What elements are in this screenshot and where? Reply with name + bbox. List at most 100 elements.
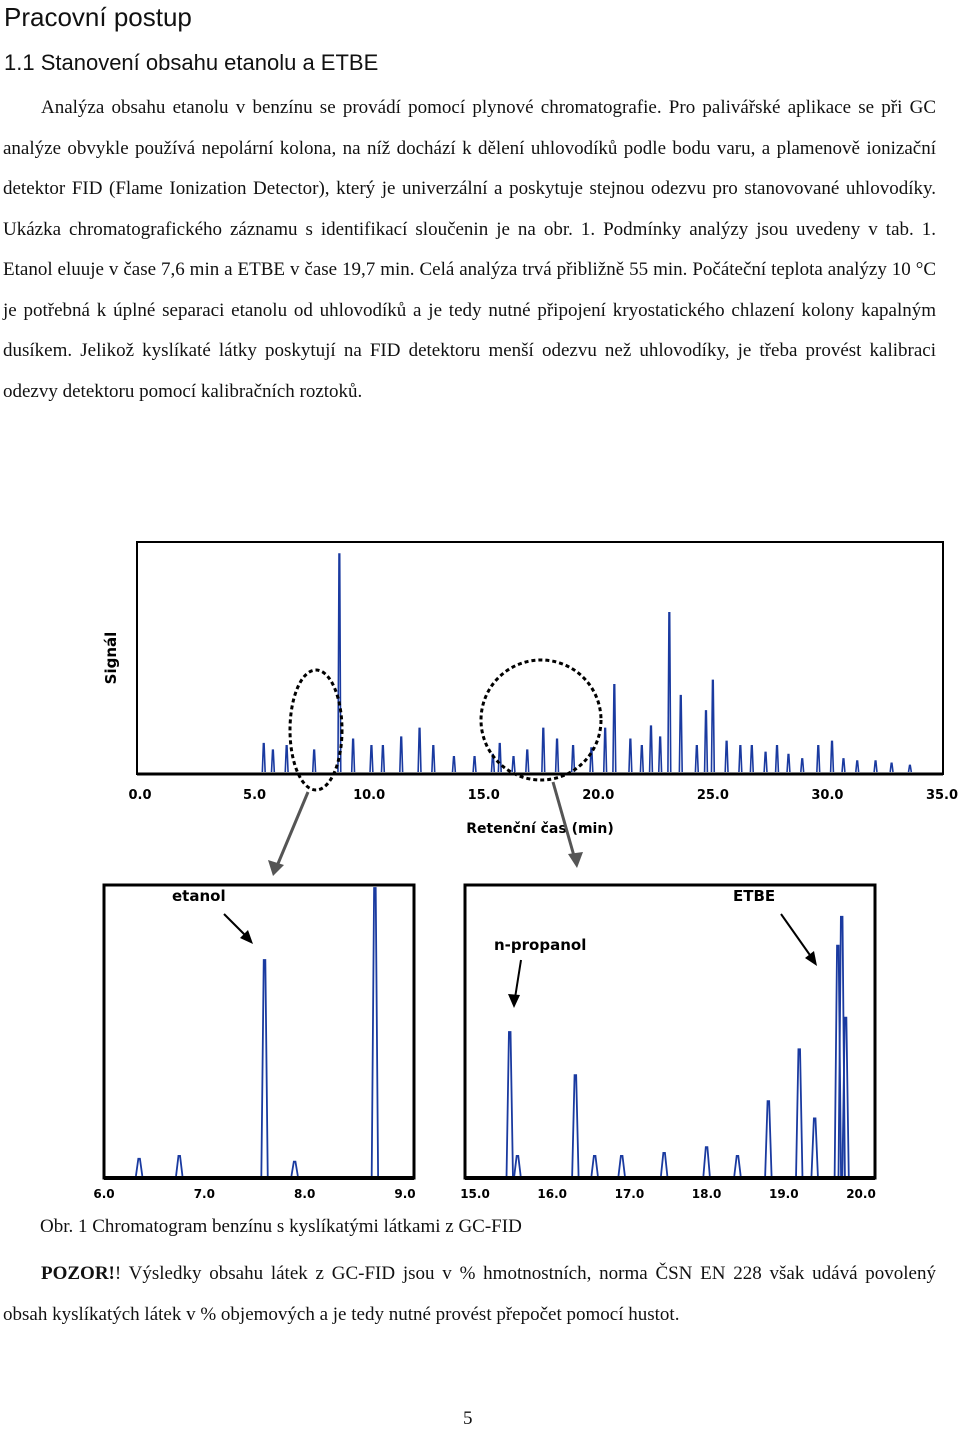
zoom-left-peaks bbox=[135, 887, 379, 1177]
ethanol-label: etanol bbox=[172, 887, 226, 905]
peak bbox=[417, 727, 422, 773]
section-heading: 1.1 Stanovení obsahu etanolu a ETBE bbox=[4, 50, 379, 75]
peak bbox=[525, 749, 530, 773]
peak bbox=[694, 745, 700, 773]
x-tick-label: 6.0 bbox=[93, 1187, 114, 1201]
peak bbox=[175, 1154, 184, 1177]
peak bbox=[602, 727, 608, 773]
peak bbox=[660, 1152, 669, 1177]
peak bbox=[738, 745, 743, 773]
x-tick-label: 0.0 bbox=[128, 788, 151, 803]
peak bbox=[678, 694, 683, 773]
x-tick-label: 7.0 bbox=[194, 1187, 215, 1201]
x-tick-label: 15.0 bbox=[460, 1187, 490, 1201]
ethanol-highlight-circle bbox=[288, 668, 344, 792]
peak bbox=[399, 736, 404, 773]
x-tick-label: 9.0 bbox=[394, 1187, 415, 1201]
peak bbox=[290, 1160, 299, 1177]
ethanol-arrowhead bbox=[268, 860, 284, 876]
peak bbox=[511, 755, 516, 773]
peak bbox=[369, 745, 374, 773]
peak bbox=[873, 760, 878, 773]
peak bbox=[639, 745, 645, 773]
peak bbox=[703, 710, 709, 773]
etbe-region-arrowhead bbox=[568, 852, 583, 868]
peak bbox=[816, 745, 821, 773]
main-plot-frame bbox=[136, 541, 944, 775]
peak bbox=[800, 758, 805, 773]
x-tick-label: 8.0 bbox=[294, 1187, 315, 1201]
peak bbox=[261, 742, 266, 773]
page-heading: Pracovní postup bbox=[4, 2, 192, 32]
peak bbox=[570, 745, 576, 773]
ethanol-pointer-arrow bbox=[275, 791, 310, 867]
peak bbox=[648, 725, 654, 773]
peak bbox=[657, 736, 663, 773]
peak bbox=[749, 745, 755, 773]
main-xlabel: Retenční čas (min) bbox=[466, 821, 613, 837]
peak bbox=[260, 959, 269, 1177]
zoom-left-tick-labels: 6.0 7.0 8.0 9.0 bbox=[93, 1187, 415, 1201]
peak bbox=[505, 1031, 514, 1177]
peak bbox=[350, 738, 356, 773]
peak bbox=[451, 755, 457, 773]
zoom-panel-ethanol: 6.0 7.0 8.0 9.0 etanol bbox=[93, 883, 416, 1201]
peak bbox=[841, 758, 846, 773]
n-propanol-arrowhead bbox=[508, 994, 520, 1008]
warning-bold: POZOR! bbox=[41, 1263, 115, 1284]
peak bbox=[431, 745, 436, 773]
peak bbox=[589, 747, 594, 773]
x-tick-label: 20.0 bbox=[846, 1187, 876, 1201]
x-tick-label: 25.0 bbox=[697, 788, 729, 803]
peak bbox=[810, 1117, 819, 1177]
peak bbox=[135, 1157, 144, 1177]
peak bbox=[841, 1016, 850, 1177]
ethanol-zoom-arrowhead bbox=[240, 930, 253, 944]
warning-paragraph: POZOR!! Výsledky obsahu látek z GC-FID j… bbox=[3, 1254, 936, 1335]
main-tick-labels: 0.0 5.0 10.0 15.0 20.0 25.0 30.0 35.0 bbox=[128, 788, 958, 803]
peak bbox=[764, 1100, 773, 1177]
peak bbox=[702, 1146, 711, 1177]
peak bbox=[710, 679, 716, 773]
peak bbox=[829, 740, 835, 773]
x-tick-label: 18.0 bbox=[692, 1187, 722, 1201]
x-tick-label: 10.0 bbox=[353, 788, 385, 803]
x-tick-label: 30.0 bbox=[811, 788, 843, 803]
peak bbox=[855, 760, 860, 773]
etbe-zoom-arrow bbox=[780, 913, 813, 959]
peak bbox=[617, 1154, 626, 1177]
x-tick-label: 17.0 bbox=[615, 1187, 645, 1201]
peak bbox=[612, 684, 617, 773]
etbe-zoom-arrowhead bbox=[805, 951, 817, 966]
main-chromatogram: 0.0 5.0 10.0 15.0 20.0 25.0 30.0 35.0 Signál Re… bbox=[102, 541, 958, 876]
peak bbox=[270, 749, 276, 773]
x-tick-label: 20.0 bbox=[582, 788, 614, 803]
chromatogram-figure: 0.0 5.0 10.0 15.0 20.0 25.0 30.0 35.0 Signál Re… bbox=[0, 530, 960, 1220]
main-peaks bbox=[261, 553, 913, 773]
peak bbox=[554, 738, 560, 773]
x-tick-label: 35.0 bbox=[926, 788, 958, 803]
peak bbox=[380, 745, 386, 773]
zoom-panel-etbe: 15.0 16.0 17.0 18.0 19.0 20.0 n-propanol ETBE bbox=[460, 883, 877, 1201]
n-propanol-arrow bbox=[514, 959, 522, 999]
peak bbox=[667, 612, 672, 773]
peak bbox=[370, 887, 379, 1177]
zoom-left-frame bbox=[102, 883, 416, 1180]
intro-paragraph: Analýza obsahu etanolu v benzínu se prov… bbox=[3, 97, 936, 402]
peak bbox=[513, 1154, 522, 1177]
peak bbox=[284, 745, 289, 773]
peak bbox=[590, 1154, 599, 1177]
peak bbox=[774, 745, 780, 773]
warning-text: ! Výsledky obsahu látek z GC-FID jsou v … bbox=[3, 1263, 936, 1325]
peak bbox=[472, 755, 477, 773]
x-tick-label: 19.0 bbox=[769, 1187, 799, 1201]
peak bbox=[724, 740, 729, 773]
zoom-right-tick-labels: 15.0 16.0 17.0 18.0 19.0 20.0 bbox=[460, 1187, 876, 1201]
peak bbox=[907, 764, 913, 773]
zoom-right-peaks bbox=[505, 915, 850, 1177]
chromatogram-svg: 0.0 5.0 10.0 15.0 20.0 25.0 30.0 35.0 Signál Re… bbox=[93, 541, 958, 1201]
figure-caption: Obr. 1 Chromatogram benzínu s kyslíkatým… bbox=[40, 1216, 522, 1237]
peak bbox=[497, 742, 502, 773]
peak bbox=[628, 738, 633, 773]
etbe-region-highlight-circle bbox=[479, 658, 603, 782]
